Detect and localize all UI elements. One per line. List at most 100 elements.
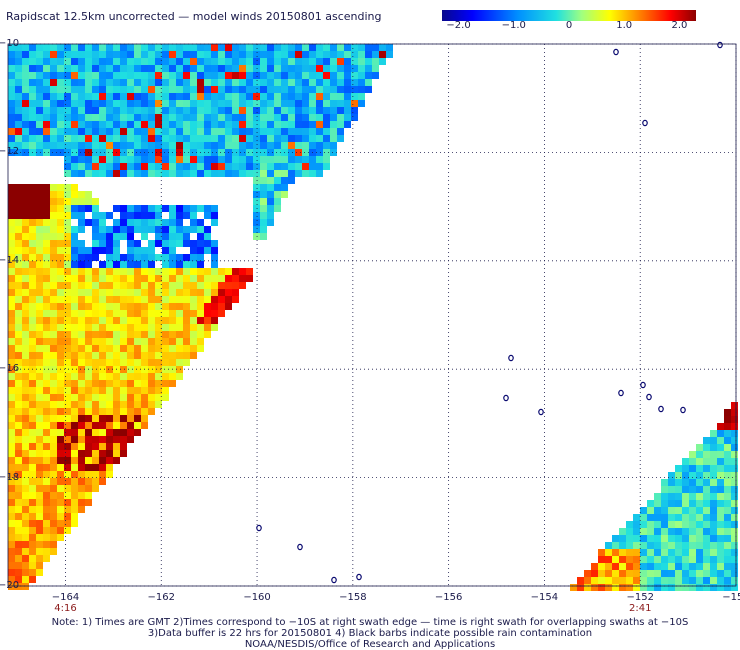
wind-diff-cell — [43, 100, 50, 107]
wind-diff-cell — [162, 114, 169, 121]
wind-diff-cell — [169, 93, 176, 100]
wind-diff-cell — [225, 121, 232, 128]
wind-diff-cell — [113, 254, 120, 261]
wind-diff-cell — [183, 240, 190, 247]
wind-diff-cell — [134, 93, 141, 100]
wind-diff-cell — [43, 513, 50, 520]
wind-diff-cell — [15, 205, 22, 212]
wind-diff-cell — [50, 534, 57, 541]
wind-diff-cell — [85, 142, 92, 149]
wind-diff-cell — [8, 184, 15, 191]
wind-diff-cell — [15, 289, 22, 296]
wind-diff-cell — [155, 303, 162, 310]
wind-diff-cell — [218, 156, 225, 163]
wind-diff-cell — [155, 114, 162, 121]
wind-diff-cell — [8, 65, 15, 72]
wind-diff-cell — [15, 562, 22, 569]
wind-diff-cell — [36, 135, 43, 142]
wind-diff-cell — [309, 79, 316, 86]
wind-diff-cell — [8, 114, 15, 121]
wind-diff-cell — [176, 170, 183, 177]
wind-diff-cell — [647, 521, 654, 528]
wind-diff-cell — [8, 527, 15, 534]
wind-diff-cell — [71, 359, 78, 366]
wind-diff-cell — [232, 93, 239, 100]
wind-diff-cell — [127, 114, 134, 121]
wind-diff-cell — [113, 51, 120, 58]
wind-diff-cell — [134, 338, 141, 345]
wind-diff-cell — [696, 549, 703, 556]
wind-diff-cell — [386, 44, 393, 51]
wind-diff-cell — [15, 303, 22, 310]
lon-tick-label: −164 — [51, 592, 80, 603]
wind-diff-cell — [120, 366, 127, 373]
wind-diff-cell — [232, 170, 239, 177]
wind-diff-cell — [675, 535, 682, 542]
wind-diff-cell — [717, 584, 724, 591]
wind-diff-cell — [36, 58, 43, 65]
wind-diff-cell — [246, 114, 253, 121]
wind-diff-cell — [155, 44, 162, 51]
wind-diff-cell — [612, 535, 619, 542]
wind-diff-cell — [148, 51, 155, 58]
wind-diff-cell — [36, 261, 43, 268]
wind-diff-cell — [113, 317, 120, 324]
wind-diff-cell — [92, 170, 99, 177]
wind-diff-cell — [134, 65, 141, 72]
wind-diff-cell — [330, 58, 337, 65]
wind-diff-cell — [253, 107, 260, 114]
wind-diff-cell — [274, 191, 281, 198]
wind-diff-cell — [43, 387, 50, 394]
wind-diff-cell — [197, 114, 204, 121]
wind-diff-cell — [204, 44, 211, 51]
wind-diff-cell — [92, 471, 99, 478]
wind-diff-cell — [141, 51, 148, 58]
wind-diff-cell — [8, 303, 15, 310]
wind-diff-cell — [43, 128, 50, 135]
wind-diff-cell — [127, 387, 134, 394]
wind-diff-cell — [696, 521, 703, 528]
wind-diff-cell — [36, 240, 43, 247]
wind-diff-cell — [710, 472, 717, 479]
wind-diff-cell — [190, 254, 197, 261]
wind-diff-cell — [717, 430, 724, 437]
wind-diff-cell — [85, 499, 92, 506]
wind-diff-cell — [281, 128, 288, 135]
wind-diff-cell — [36, 121, 43, 128]
wind-diff-cell — [141, 72, 148, 79]
wind-diff-cell — [696, 556, 703, 563]
wind-diff-cell — [57, 268, 64, 275]
wind-diff-cell — [239, 86, 246, 93]
wind-diff-cell — [15, 247, 22, 254]
wind-diff-cell — [127, 100, 134, 107]
wind-diff-cell — [274, 65, 281, 72]
wind-diff-cell — [626, 535, 633, 542]
wind-diff-cell — [22, 226, 29, 233]
wind-diff-cell — [246, 149, 253, 156]
wind-diff-cell — [99, 464, 106, 471]
wind-diff-cell — [29, 569, 36, 576]
wind-diff-cell — [8, 471, 15, 478]
wind-diff-cell — [64, 520, 71, 527]
wind-diff-cell — [190, 324, 197, 331]
wind-diff-cell — [141, 44, 148, 51]
wind-diff-cell — [141, 254, 148, 261]
wind-diff-cell — [260, 79, 267, 86]
wind-diff-cell — [274, 100, 281, 107]
wind-diff-cell — [57, 289, 64, 296]
wind-diff-cell — [64, 387, 71, 394]
wind-diff-cell — [710, 570, 717, 577]
wind-diff-cell — [36, 366, 43, 373]
wind-diff-cell — [57, 296, 64, 303]
wind-diff-cell — [71, 58, 78, 65]
wind-diff-cell — [260, 156, 267, 163]
wind-diff-cell — [141, 128, 148, 135]
wind-diff-cell — [36, 191, 43, 198]
wind-diff-cell — [36, 548, 43, 555]
wind-diff-cell — [22, 128, 29, 135]
wind-diff-cell — [43, 58, 50, 65]
wind-diff-cell — [120, 149, 127, 156]
wind-diff-cell — [176, 65, 183, 72]
island-outline — [508, 354, 514, 362]
wind-diff-cell — [211, 121, 218, 128]
